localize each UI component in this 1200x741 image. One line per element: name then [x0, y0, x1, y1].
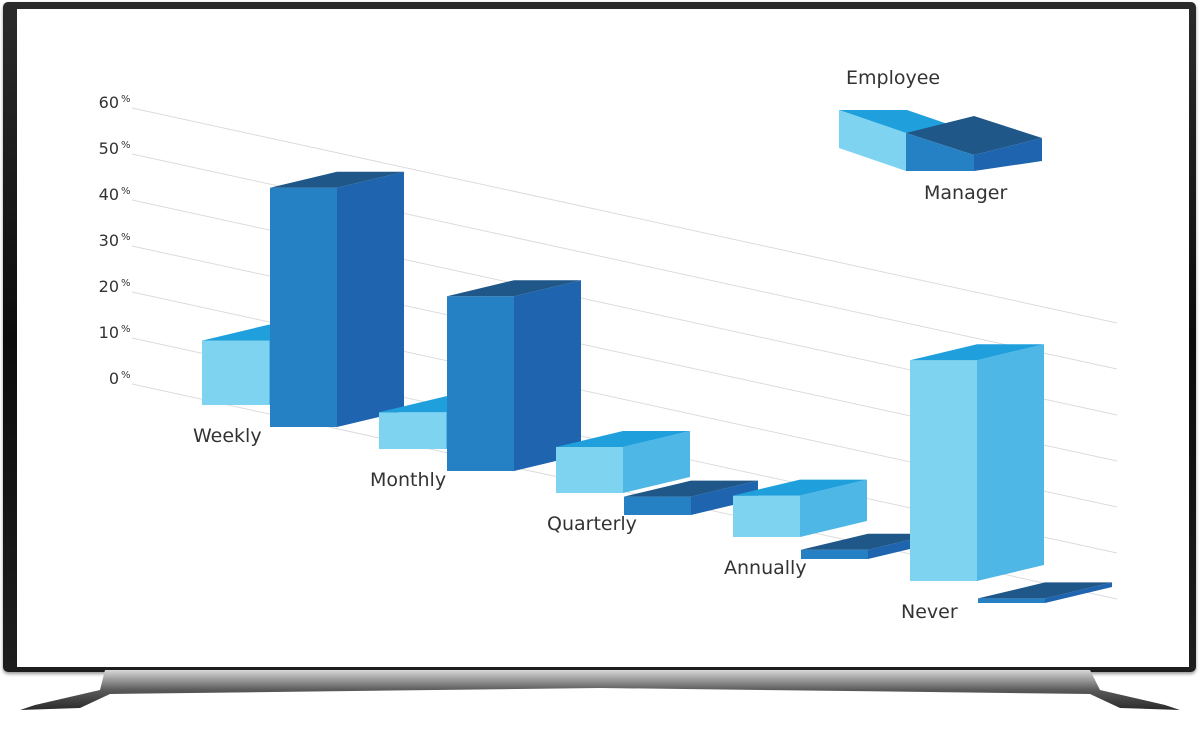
x-axis: Weekly Monthly Quarterly Annually Never — [193, 425, 958, 623]
y-tick-label: 60 — [99, 93, 119, 112]
bar-employee-quarterly-side — [623, 431, 690, 493]
y-tick-label: 40 — [99, 185, 119, 204]
bar-manager-weekly-top — [270, 171, 404, 188]
bar-employee-quarterly — [556, 431, 690, 493]
x-tick-label-annually: Annually — [724, 557, 807, 579]
tv-bezel: 60% 50% 40% 30% 20% 10% 0% Weekly Monthly Quarte… — [3, 2, 1196, 672]
bar-employee-never-top — [910, 344, 1044, 361]
x-tick-label-never: Never — [901, 601, 958, 623]
y-axis: 60 %50 %40 %30 %20 %10 %0% — [99, 93, 131, 388]
x-tick-label-quarterly: Quarterly — [547, 513, 637, 535]
bar-manager-annually-front — [801, 549, 868, 559]
grid-line — [131, 107, 1118, 324]
bar-manager-monthly-top — [447, 280, 581, 297]
y-tick-unit: % — [121, 140, 131, 151]
bar-manager-weekly-side — [337, 171, 404, 427]
bar-manager-never-top — [978, 582, 1112, 599]
bar-employee-never-front — [910, 360, 977, 581]
y-tick-label: 0 — [109, 369, 119, 388]
legend-label-manager: Manager — [924, 182, 1007, 204]
y-tick-label: 10 — [99, 323, 119, 342]
bar-employee-annually-top — [733, 479, 867, 496]
bars — [202, 171, 1112, 603]
bar-manager-never — [978, 582, 1112, 603]
bar-employee-quarterly-top — [556, 431, 690, 447]
bar-manager-quarterly-front — [624, 496, 691, 515]
bar-manager-annually-top — [801, 533, 935, 550]
bar-employee-never — [910, 344, 1044, 581]
bar-employee-annually-front — [733, 495, 800, 537]
bar-employee-annually-side — [800, 479, 867, 537]
y-tick-label: 50 — [99, 139, 119, 158]
bar-manager-weekly — [270, 171, 404, 427]
legend: Employee Manager — [839, 67, 1042, 204]
bar-manager-quarterly — [624, 480, 758, 515]
bar-manager-quarterly-side — [691, 480, 758, 515]
y-tick-label: 30 — [99, 231, 119, 250]
y-tick-unit: % — [121, 278, 131, 289]
y-tick-unit: % — [121, 232, 131, 243]
bar-manager-quarterly-top — [624, 480, 758, 497]
bar-manager-monthly-side — [514, 280, 581, 471]
legend-swatch-employee-front — [839, 110, 906, 171]
bar-manager-never-front — [978, 598, 1045, 603]
bar-employee-monthly-front — [379, 412, 446, 449]
bar-manager-monthly-front — [447, 296, 514, 471]
x-tick-label-weekly: Weekly — [193, 425, 262, 447]
bar-employee-weekly-front — [202, 340, 269, 405]
bar-manager-monthly — [447, 280, 581, 471]
bar-employee-quarterly-front — [556, 447, 623, 493]
y-tick-label: 20 — [99, 277, 119, 296]
tv-stand — [20, 670, 1180, 710]
y-tick-unit: % — [121, 94, 131, 105]
x-tick-label-monthly: Monthly — [370, 469, 446, 491]
bar-employee-annually — [733, 479, 867, 537]
y-tick-unit: % — [121, 324, 131, 335]
bar-manager-weekly-front — [270, 187, 337, 427]
y-tick-unit: % — [121, 186, 131, 197]
bar-manager-never-side — [1045, 582, 1112, 603]
legend-label-employee: Employee — [846, 67, 940, 89]
tv-screen: 60% 50% 40% 30% 20% 10% 0% Weekly Monthly Quarte… — [17, 9, 1189, 667]
legend-swatch-manager-top — [906, 116, 1042, 155]
legend-swatch-manager-front — [906, 133, 974, 171]
bar-employee-never-side — [977, 344, 1044, 581]
legend-swatch-manager-side — [974, 138, 1042, 171]
y-tick-unit: % — [121, 370, 131, 381]
bar-chart: 60 %50 %40 %30 %20 %10 %0% WeeklyMonthlyQuarte… — [99, 67, 1118, 623]
